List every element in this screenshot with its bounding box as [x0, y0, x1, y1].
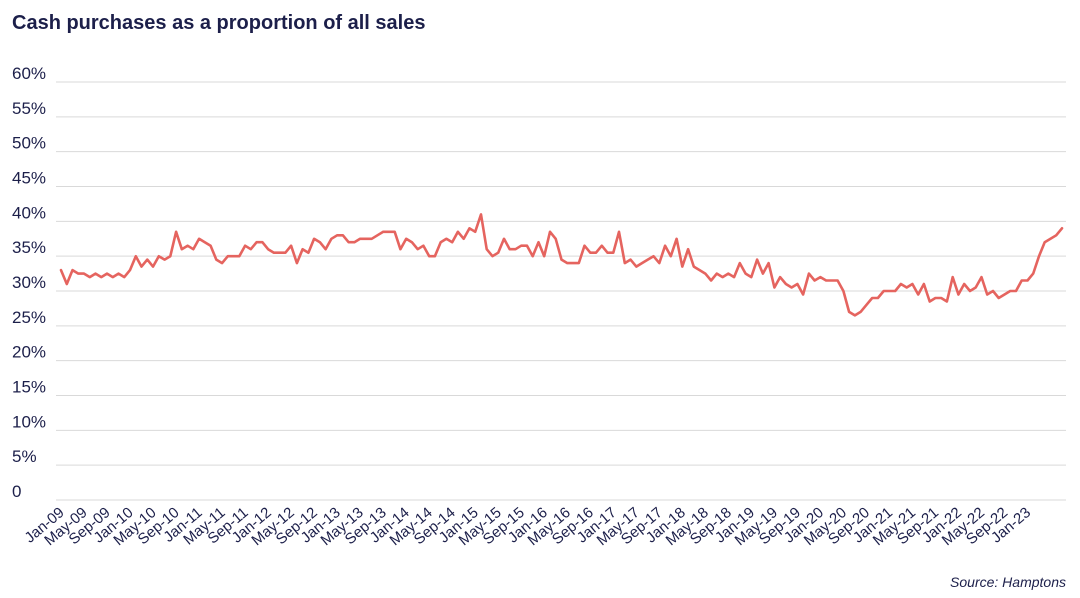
y-tick-label: 10%	[12, 412, 46, 431]
source-note: Source: Hamptons	[950, 574, 1066, 590]
y-tick-label: 5%	[12, 447, 37, 466]
y-tick-label: 50%	[12, 134, 46, 153]
y-tick-label: 60%	[12, 64, 46, 83]
chart-title: Cash purchases as a proportion of all sa…	[12, 12, 426, 34]
y-tick-label: 0	[12, 482, 21, 501]
y-tick-label: 40%	[12, 203, 46, 222]
y-tick-label: 15%	[12, 378, 46, 397]
y-tick-label: 20%	[12, 343, 46, 362]
y-tick-label: 55%	[12, 99, 46, 118]
y-tick-label: 45%	[12, 169, 46, 188]
y-tick-label: 35%	[12, 238, 46, 257]
y-tick-label: 25%	[12, 308, 46, 327]
series-line	[59, 213, 1064, 317]
y-tick-label: 30%	[12, 273, 46, 292]
